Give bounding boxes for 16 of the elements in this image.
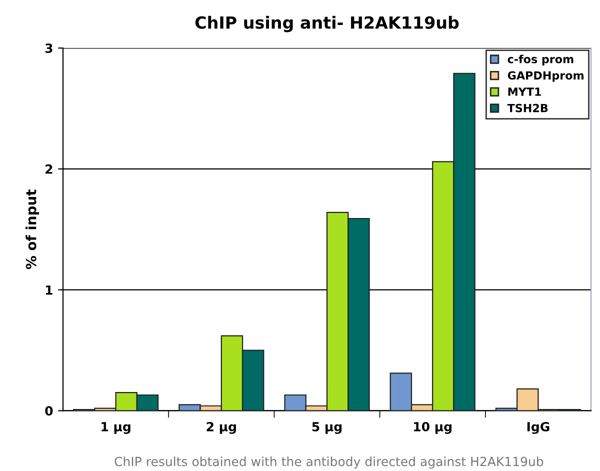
x-tick-label: 10 µg <box>414 422 452 434</box>
chart-title: ChIP using anti- H2AK119ub <box>195 16 459 32</box>
x-tick-label: 2 µg <box>206 422 236 434</box>
y-tick-label: 1 <box>46 285 52 295</box>
x-tick-label: IgG <box>527 422 550 434</box>
legend-label: MYT1 <box>508 88 541 96</box>
y-tick-label: 2 <box>46 164 52 174</box>
text: ChIP results obtained with the antibody directed against H2AK119ub <box>114 456 544 469</box>
y-axis-title: % of input <box>26 190 40 270</box>
legend-label: TSH2B <box>507 104 548 112</box>
legend-label: GAPDHprom <box>508 71 584 82</box>
legend-label: c-fos prom <box>508 54 574 66</box>
x-tick-label: 1 µg <box>102 422 130 434</box>
y-tick-label: 3 <box>45 44 52 53</box>
x-tick-label: 5 µg <box>312 422 342 434</box>
y-tick-label: 0 <box>45 406 53 416</box>
